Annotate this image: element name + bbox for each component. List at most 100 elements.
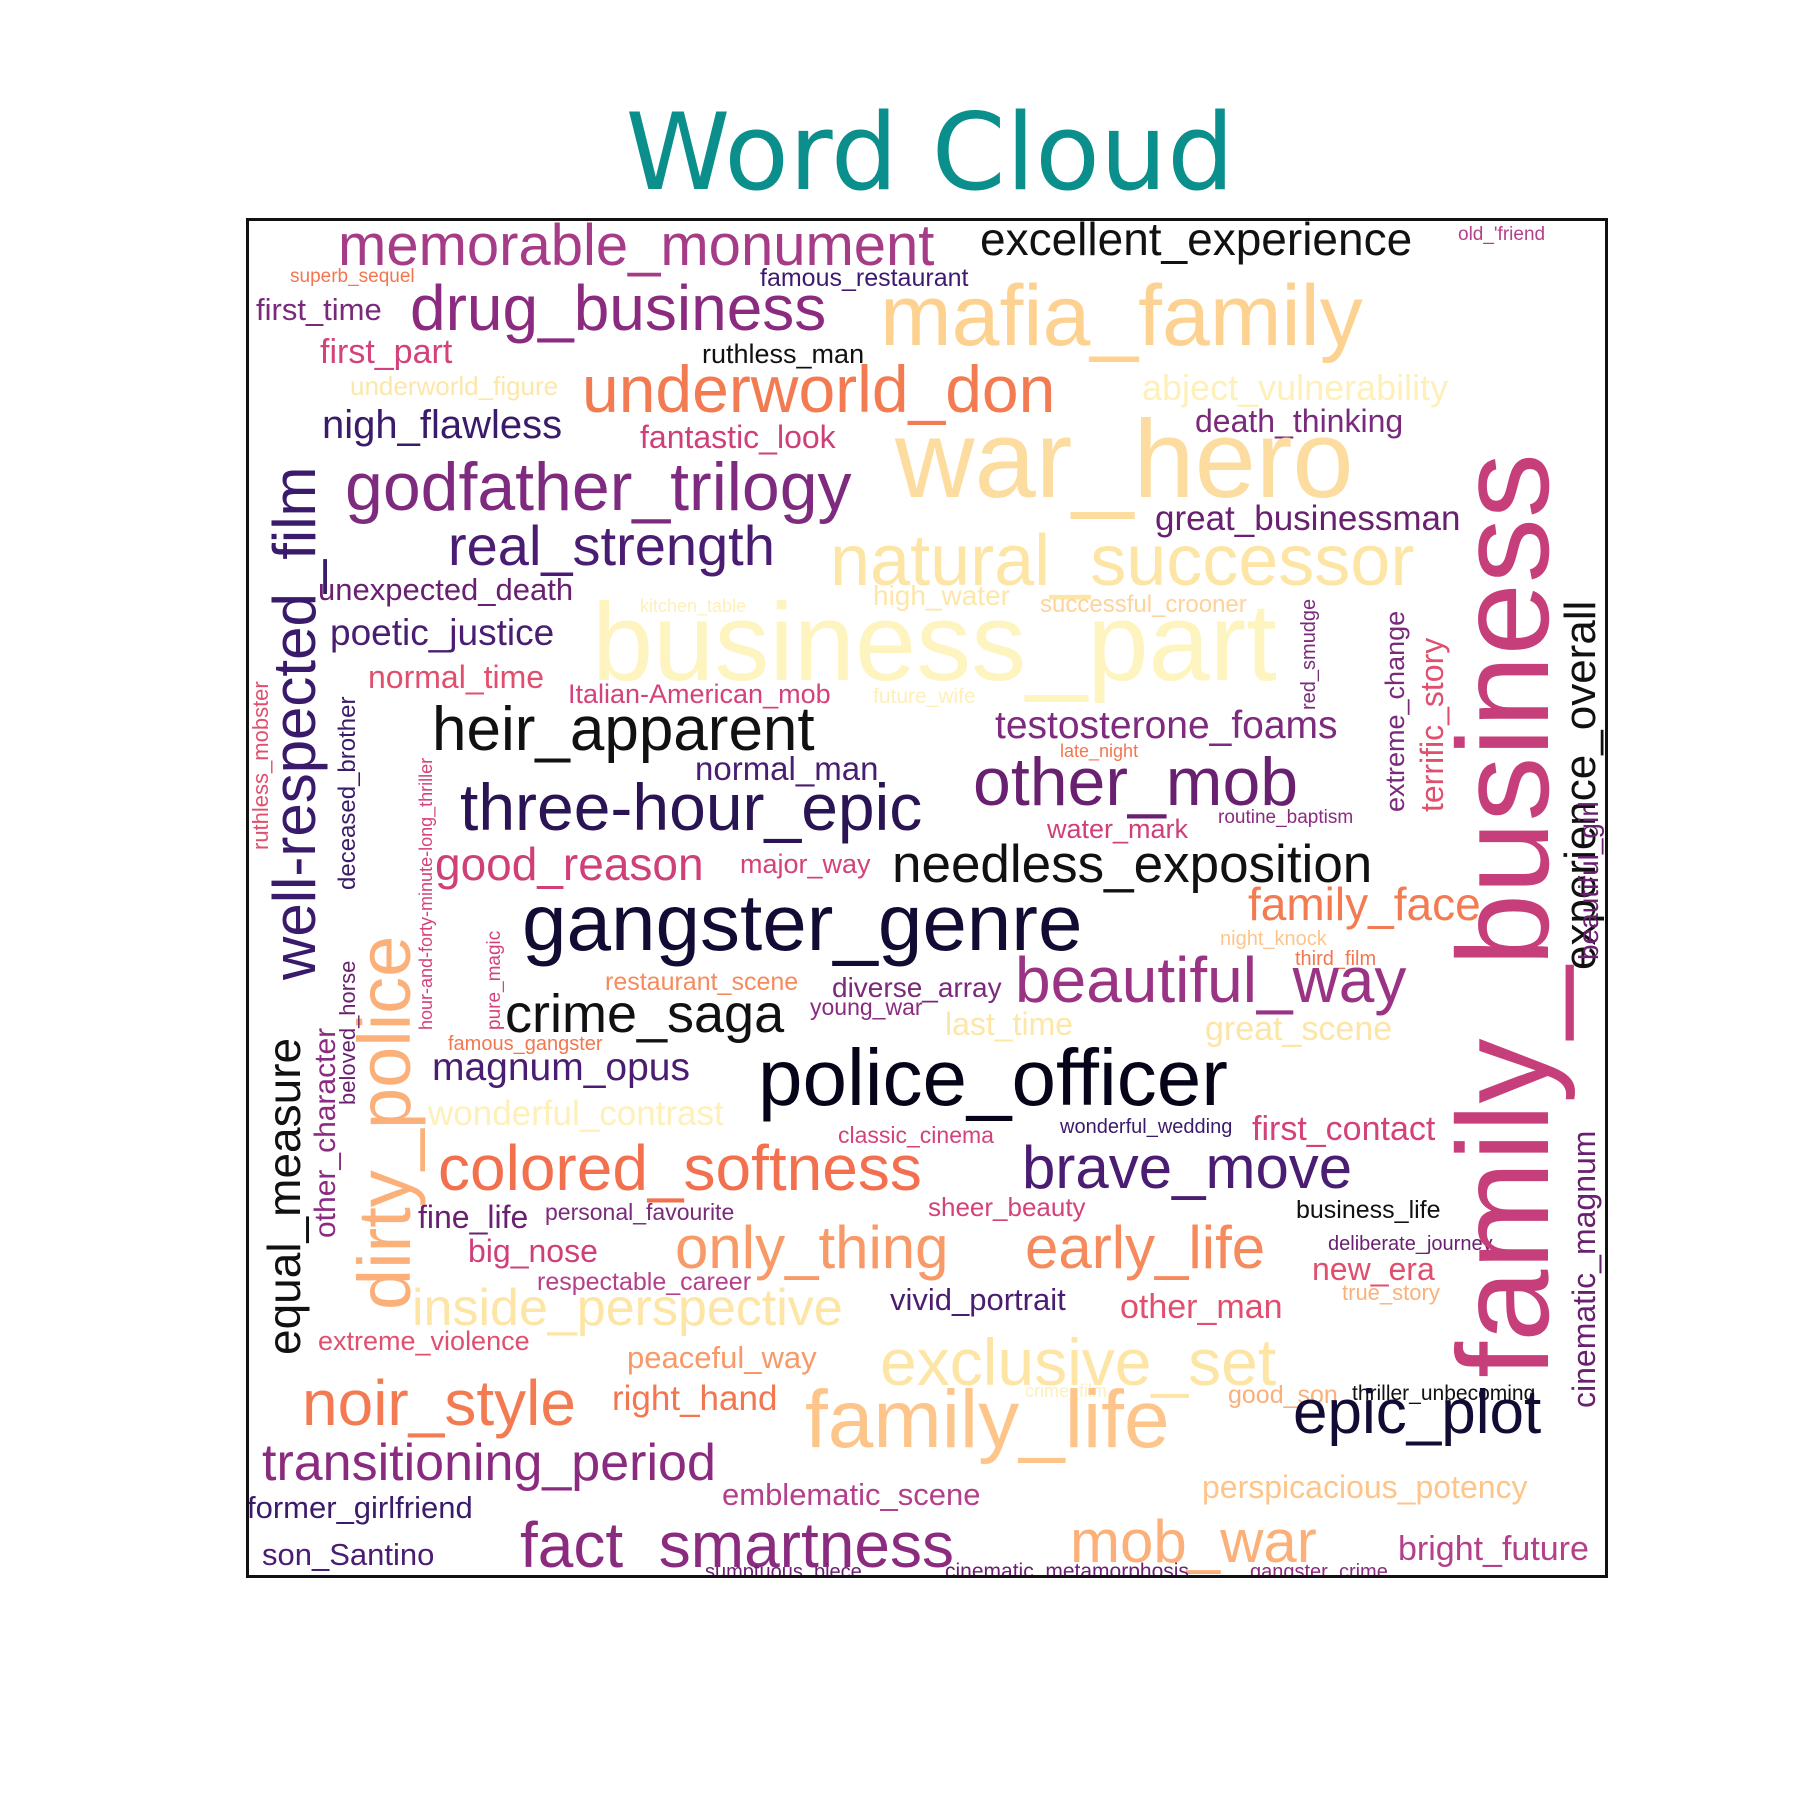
word-wonderful-contrast: wonderful_contrast [427, 1094, 724, 1133]
word-high-water: high_water [873, 580, 1010, 611]
word-sheer-beauty: sheer_beauty [928, 1192, 1086, 1222]
word-future-wife: future_wife [873, 685, 976, 708]
word-major-way: major_way [740, 849, 871, 879]
word-brave-move: brave_move [1022, 1134, 1352, 1201]
word-first-time: first_time [256, 292, 382, 327]
word-fine-life: fine_life [418, 1199, 528, 1235]
word-great-businessman: great_businessman [1155, 499, 1460, 538]
word-inside-perspective: inside_perspective [412, 1279, 843, 1337]
word-bright-future: bright_future [1398, 1530, 1589, 1568]
word-epic-plot: epic_plot [1293, 1378, 1541, 1447]
word-extreme-change: extreme_change [1380, 611, 1410, 812]
word-gangster-genre: gangster_genre [522, 878, 1082, 967]
word-last-time: last_time [945, 1006, 1073, 1042]
word-other-man: other_man [1120, 1288, 1283, 1326]
word-exclusive-set: exclusive_set [880, 1325, 1276, 1399]
word-extreme-violence: extreme_violence [318, 1326, 530, 1356]
word-italian-american-mob: Italian-American_mob [568, 679, 831, 709]
word-death-thinking: death_thinking [1195, 403, 1403, 439]
word-heir-apparent: heir_apparent [432, 695, 815, 764]
word-transitioning-period: transitioning_period [262, 1434, 716, 1492]
word-well-respected-film: well-respected_film [261, 466, 328, 981]
word-crime-film: crime_film [1025, 1381, 1107, 1402]
word-routine-baptism: routine_baptism [1218, 807, 1353, 828]
word-successful-crooner: successful_crooner [1040, 591, 1247, 618]
word-abject-vulnerability: abject_vulnerability [1142, 367, 1448, 408]
word-drug-business: drug_business [410, 272, 826, 344]
word-underworld-figure: underworld_figure [350, 371, 558, 401]
word-diverse-array: diverse_array [832, 972, 1002, 1003]
word-sumptuous-piece: sumptuous_piece [705, 1561, 862, 1583]
word-real-strength: real_strength [448, 514, 775, 577]
word-fantastic-look: fantastic_look [640, 419, 837, 455]
word-other-mob: other_mob [973, 744, 1298, 820]
word-cloud-frame [246, 218, 1608, 1578]
word-good-reason: good_reason [435, 838, 704, 890]
word-beautiful-girl: beautiful_girl [1573, 801, 1604, 960]
word-experience-overall: experience_overall [1556, 601, 1605, 970]
word-testosterone-foams: testosterone_foams [995, 704, 1338, 747]
word-big-nose: big_nose [468, 1233, 598, 1269]
word-unexpected-death: unexpected_death [318, 572, 573, 607]
word-family-face: family_face [1248, 878, 1481, 930]
word-deliberate-journey: deliberate_journey [1328, 1233, 1493, 1255]
word-underworld-don: underworld_don [582, 352, 1055, 426]
word-first-part: first_part [320, 333, 453, 371]
word-water-mark: water_mark [1046, 814, 1189, 844]
word-first-contact: first_contact [1252, 1110, 1436, 1148]
word-mafia-family: mafia_family [880, 268, 1363, 364]
word-mob-war: mob_war [1070, 1508, 1317, 1575]
word-third-film: third_film [1295, 948, 1376, 970]
word-early-life: early_life [1025, 1214, 1265, 1281]
word-excellent-experience: excellent_experience [980, 213, 1412, 265]
word-cinematic-magnum: cinematic_magnum [1566, 1131, 1602, 1408]
word-ruthless-man: ruthless_man [702, 339, 864, 369]
word-night-knock: night_knock [1220, 928, 1328, 950]
word-late-night: late_night [1060, 741, 1138, 762]
word-colored-softness: colored_softness [438, 1132, 922, 1204]
word-nigh-flawless: nigh_flawless [322, 403, 562, 447]
word-wonderful-wedding: wonderful_wedding [1059, 1116, 1232, 1138]
word-normal-man: normal_man [695, 750, 878, 787]
word-godfather-trilogy: godfather_trilogy [345, 449, 852, 525]
word-business-life: business_life [1296, 1196, 1441, 1224]
word-red-smudge: red_smudge [1298, 599, 1320, 710]
word-noir-style: noir_style [302, 1367, 576, 1439]
word-equal-measure: equal_measure [258, 1038, 310, 1355]
word-right-hand: right_hand [612, 1379, 777, 1418]
word-only-thing: only_thing [675, 1214, 949, 1281]
word-memorable-monument: memorable_monument [338, 213, 934, 278]
word-peaceful-way: peaceful_way [627, 1340, 817, 1375]
word-son-santino: son_Santino [262, 1537, 434, 1572]
word-deceased-brother: deceased_brother [334, 697, 361, 890]
word-family-business: family_business [1430, 453, 1576, 1378]
word-magnum-opus: magnum_opus [432, 1046, 690, 1089]
word-hour-and-forty-minute-long-thriller: hour-and-forty-minute-long_thriller [416, 758, 437, 1030]
word-former-girlfriend: former_girlfriend [247, 1490, 473, 1525]
word-classic-cinema: classic_cinema [838, 1122, 994, 1148]
word-young-war: young_war [810, 994, 923, 1020]
word-business-part: business_part [592, 581, 1277, 704]
word-beloved-horse: beloved_horse [335, 961, 360, 1105]
word-fact-smartness: fact_smartness [520, 1509, 954, 1581]
word-true-story: true_story [1342, 1280, 1440, 1305]
word-old-friend: old_'friend [1458, 224, 1545, 245]
word-famous-gangster: famous_gangster [448, 1033, 603, 1055]
word-cinematic-metamorphosis: cinematic_metamorphosis [945, 1560, 1189, 1583]
word-natural-successor: natural_successor [830, 521, 1414, 601]
word-vivid-portrait: vivid_portrait [890, 1282, 1066, 1317]
word-three-hour-epic: three-hour_epic [460, 770, 922, 844]
word-needless-exposition: needless_exposition [892, 835, 1372, 894]
word-normal-time: normal_time [368, 659, 544, 695]
word-famous-restaurant: famous_restaurant [760, 264, 969, 292]
word-ruthless-mobster: ruthless_mobster [248, 681, 273, 850]
word-respectable-career: respectable_career [537, 1268, 751, 1296]
chart-title: Word Cloud [625, 91, 1235, 214]
word-superb-sequel: superb_sequel [290, 266, 415, 287]
word-pure-magic: pure_magic [484, 931, 505, 1030]
word-emblematic-scene: emblematic_scene [722, 1477, 980, 1512]
word-great-scene: great_scene [1205, 1010, 1392, 1048]
word-crime-saga: crime_saga [505, 984, 785, 1044]
word-good-son: good_son [1228, 1381, 1338, 1409]
